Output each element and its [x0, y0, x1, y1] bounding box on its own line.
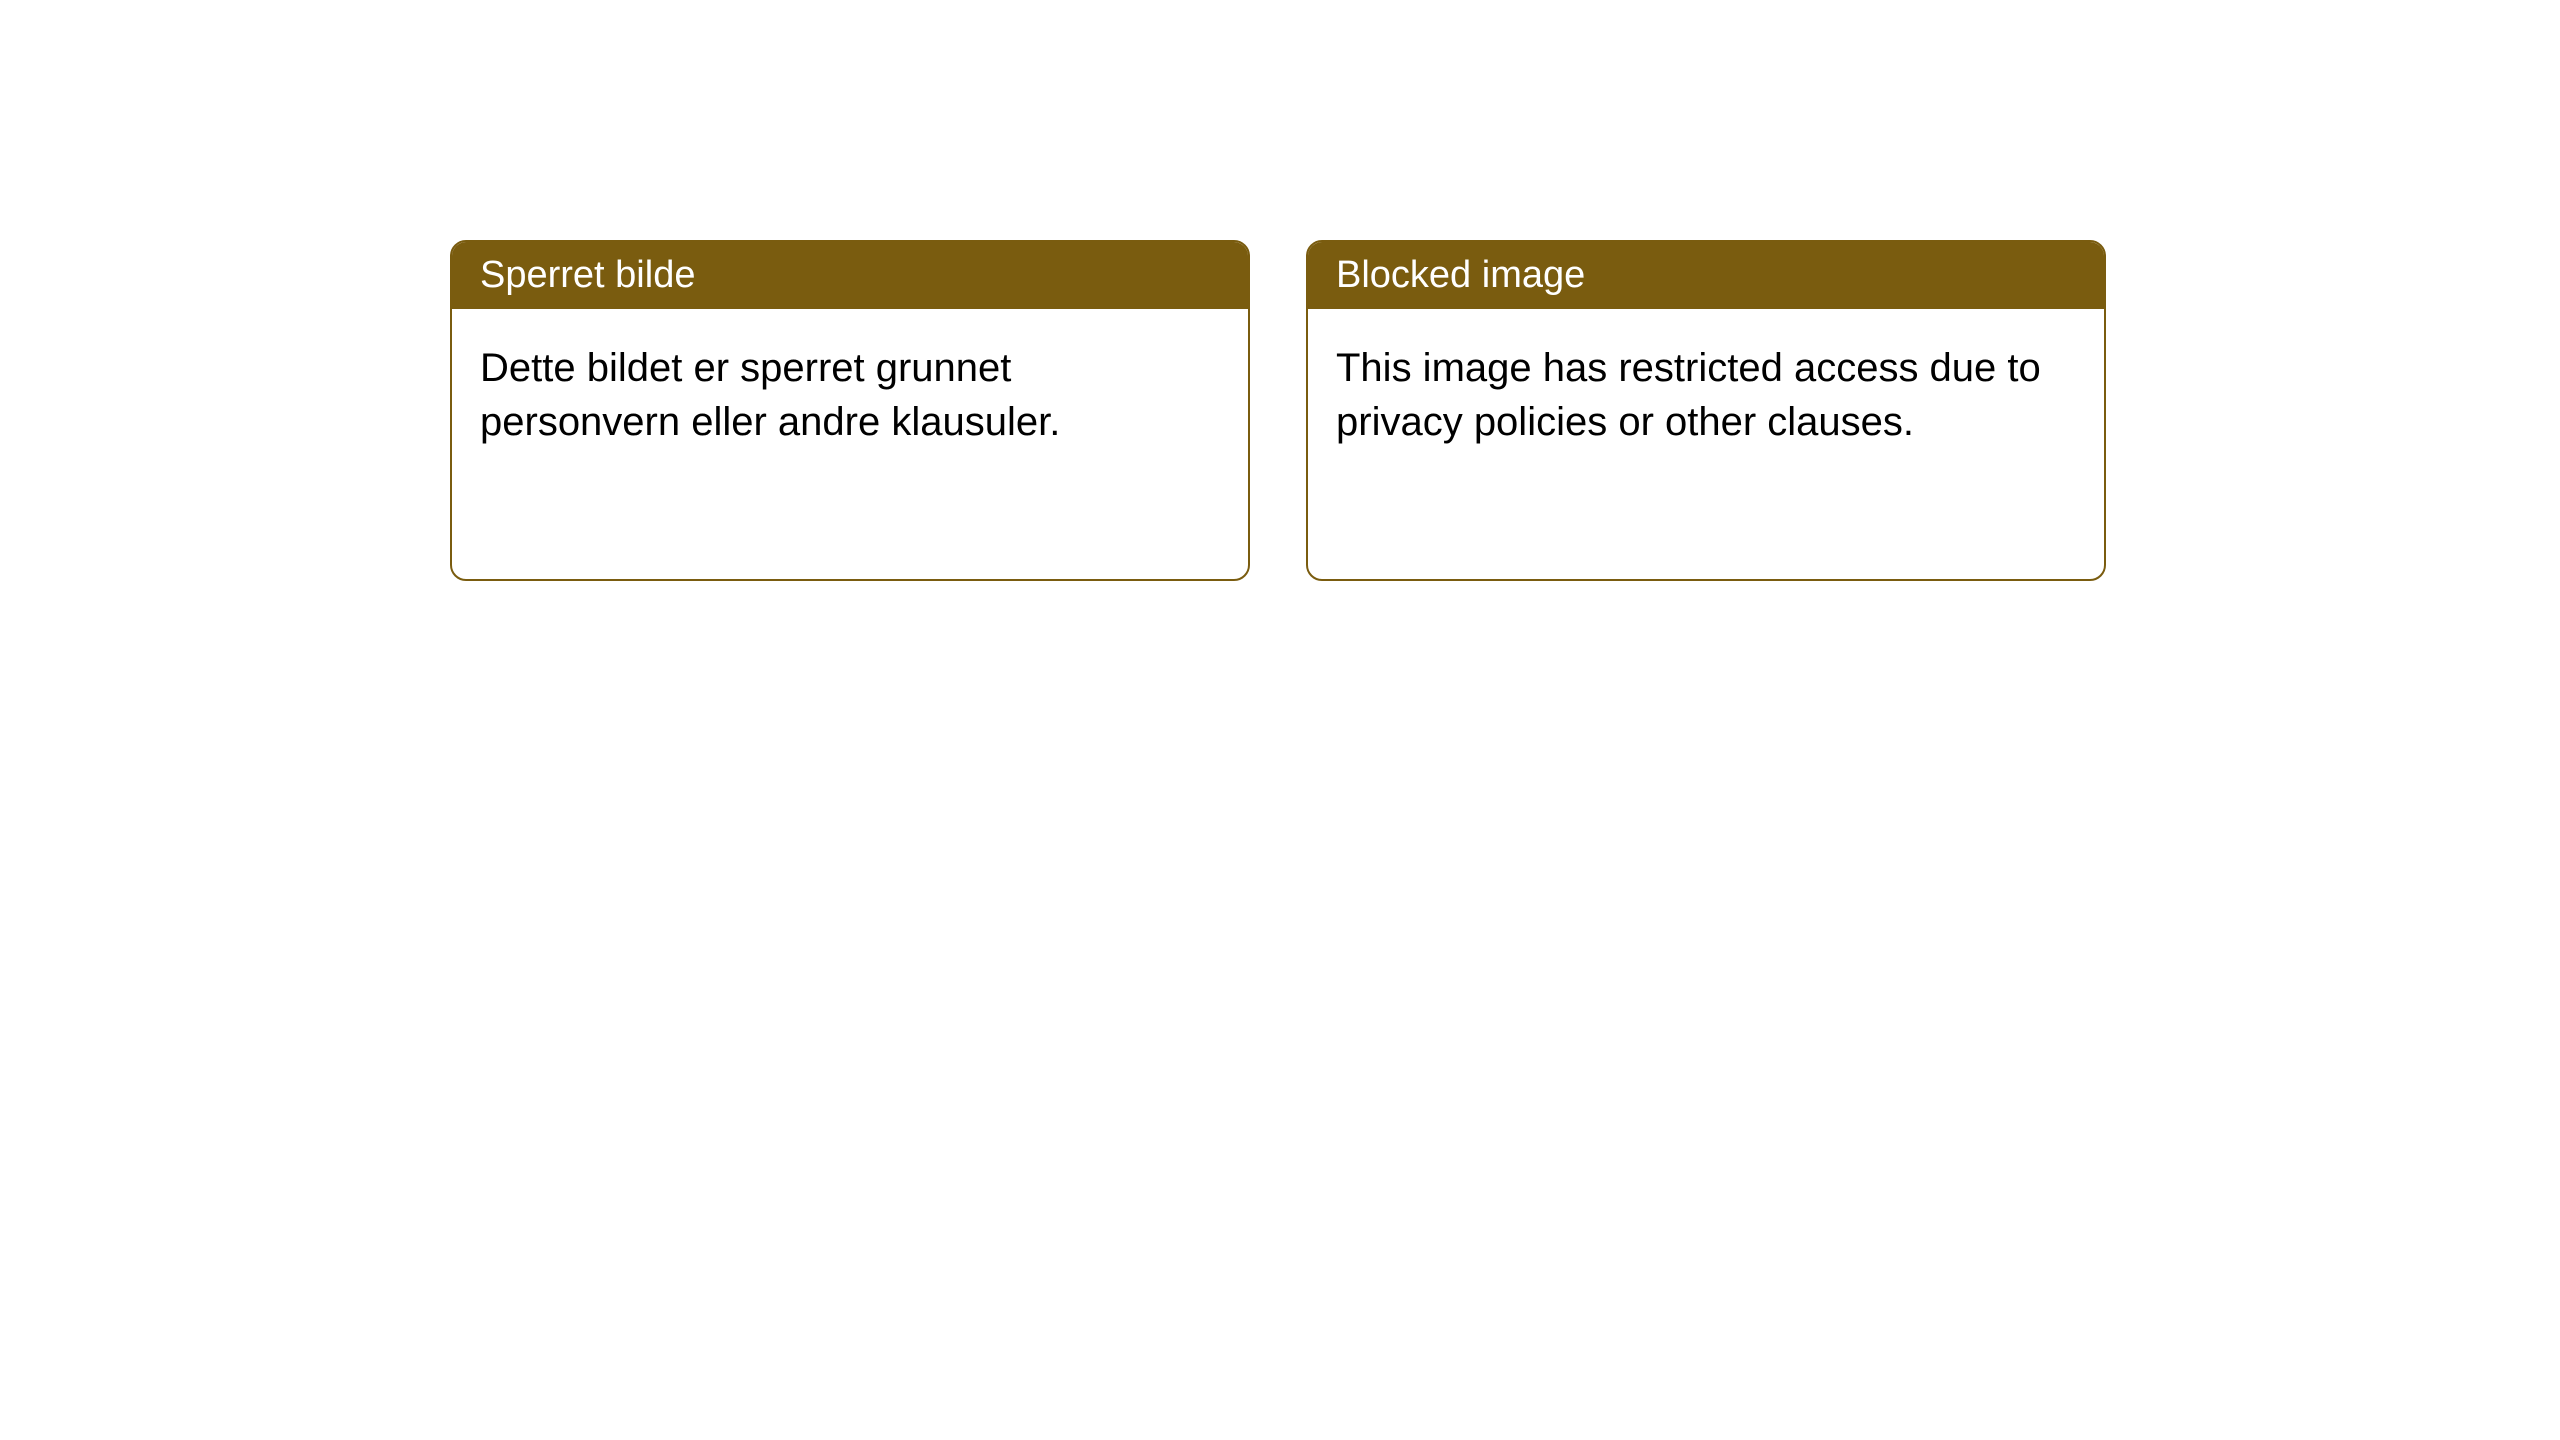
card-body-text: Dette bildet er sperret grunnet personve…: [480, 346, 1060, 444]
notice-card-english: Blocked image This image has restricted …: [1306, 240, 2106, 581]
card-body: Dette bildet er sperret grunnet personve…: [452, 309, 1248, 579]
notice-card-container: Sperret bilde Dette bildet er sperret gr…: [450, 240, 2106, 581]
card-header: Blocked image: [1308, 242, 2104, 309]
notice-card-norwegian: Sperret bilde Dette bildet er sperret gr…: [450, 240, 1250, 581]
card-title: Blocked image: [1336, 254, 1585, 296]
card-header: Sperret bilde: [452, 242, 1248, 309]
card-body: This image has restricted access due to …: [1308, 309, 2104, 579]
card-title: Sperret bilde: [480, 254, 695, 296]
card-body-text: This image has restricted access due to …: [1336, 346, 2041, 444]
